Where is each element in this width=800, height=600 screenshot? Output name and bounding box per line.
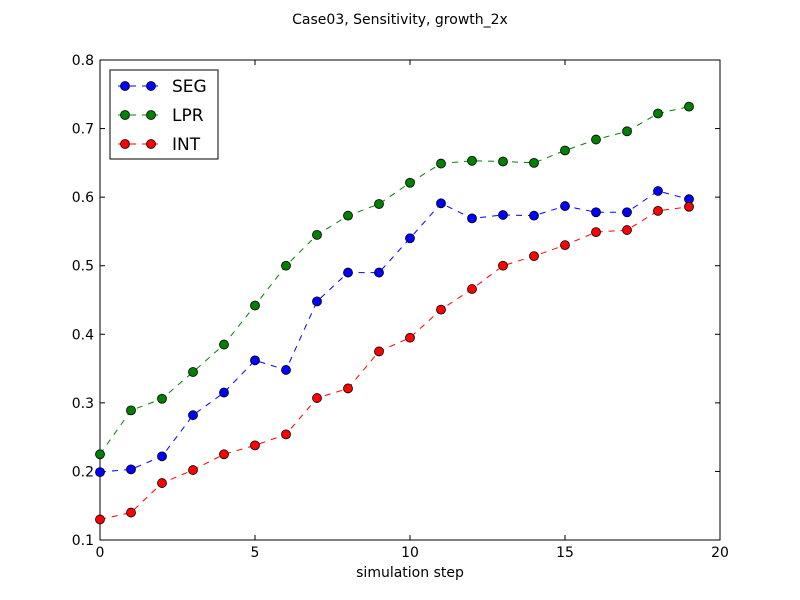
- y-tick-label: 0.1: [72, 533, 94, 549]
- legend-marker: [120, 110, 130, 120]
- data-point-seg: [560, 201, 570, 211]
- data-point-seg: [157, 451, 167, 462]
- data-point-int: [684, 201, 694, 212]
- legend-entry: INT: [118, 135, 201, 155]
- data-point-lpr: [684, 101, 694, 112]
- legend-marker: [146, 81, 156, 91]
- series-int: [95, 201, 694, 525]
- data-point-int: [560, 240, 570, 251]
- data-point-int: [622, 225, 632, 235]
- y-tick-label: 0.7: [72, 122, 94, 138]
- series-line-seg: [99, 190, 690, 473]
- y-tick-label: 0.4: [72, 327, 94, 343]
- series-seg: [95, 186, 694, 478]
- data-point-int: [467, 284, 477, 294]
- data-point-lpr: [157, 393, 167, 404]
- data-point-int: [498, 260, 508, 271]
- data-point-lpr: [95, 449, 105, 460]
- data-point-lpr: [312, 229, 322, 240]
- y-tick-label: 0.6: [72, 190, 94, 206]
- legend-label: LPR: [172, 106, 204, 126]
- axis-tick-labels: 0 5 10 15 20 0.1 0.2 0.3 0.4 0.5 0.6 0.7 0.8: [72, 53, 729, 561]
- data-point-lpr: [653, 108, 663, 119]
- data-point-int: [95, 514, 105, 525]
- data-point-int: [126, 507, 136, 518]
- data-point-seg: [498, 210, 508, 220]
- y-tick-label: 0.5: [72, 259, 94, 275]
- y-tick-label: 0.8: [72, 53, 94, 69]
- legend-entry: LPR: [118, 106, 204, 126]
- data-point-seg: [374, 267, 384, 278]
- data-point-lpr: [126, 405, 136, 416]
- data-point-lpr: [219, 339, 229, 350]
- legend-marker: [146, 110, 156, 120]
- data-point-lpr: [467, 155, 477, 166]
- y-tick-label: 0.2: [72, 464, 94, 480]
- data-point-seg: [436, 198, 446, 209]
- legend-marker: [146, 139, 156, 149]
- data-series-layer: [95, 101, 694, 525]
- x-axis-label: simulation step: [356, 565, 464, 581]
- data-point-seg: [95, 467, 105, 478]
- data-point-int: [529, 251, 539, 262]
- data-point-seg: [653, 186, 663, 196]
- legend-entries: SEG LPR INT: [118, 77, 207, 155]
- data-point-lpr: [343, 210, 353, 221]
- data-point-int: [219, 449, 229, 460]
- data-point-seg: [591, 207, 601, 218]
- data-point-lpr: [560, 145, 570, 156]
- data-point-int: [157, 478, 167, 488]
- x-tick-label: 5: [251, 545, 260, 561]
- data-point-int: [653, 205, 663, 216]
- data-point-int: [281, 429, 291, 440]
- data-point-seg: [219, 387, 229, 398]
- x-tick-label: 15: [556, 545, 574, 561]
- x-tick-label: 10: [401, 545, 419, 561]
- x-tick-label: 20: [711, 545, 729, 561]
- data-point-lpr: [405, 177, 415, 188]
- data-point-lpr: [591, 134, 601, 145]
- legend-label: SEG: [172, 77, 207, 97]
- data-point-seg: [281, 365, 291, 375]
- data-point-seg: [126, 464, 136, 475]
- legend-label: INT: [172, 135, 201, 155]
- data-point-lpr: [436, 158, 446, 169]
- legend-marker: [120, 139, 130, 149]
- data-point-lpr: [622, 126, 632, 137]
- data-point-lpr: [250, 300, 260, 311]
- data-point-seg: [343, 267, 353, 278]
- series-line-lpr: [99, 106, 690, 455]
- data-point-int: [374, 346, 384, 357]
- data-point-seg: [188, 410, 198, 421]
- data-point-int: [312, 393, 322, 403]
- data-point-seg: [467, 213, 477, 224]
- chart-title: Case03, Sensitivity, growth_2x: [292, 12, 508, 28]
- axis-ticks: [99, 59, 721, 541]
- data-point-seg: [529, 210, 539, 221]
- data-point-int: [343, 383, 353, 394]
- data-point-int: [405, 332, 415, 343]
- x-tick-label: 0: [96, 545, 105, 561]
- data-point-int: [436, 304, 446, 315]
- data-point-lpr: [281, 260, 291, 271]
- data-point-lpr: [188, 367, 198, 377]
- data-point-int: [591, 227, 601, 238]
- data-point-int: [250, 440, 260, 451]
- data-point-lpr: [529, 157, 539, 168]
- data-point-seg: [622, 207, 632, 218]
- y-tick-label: 0.3: [72, 396, 94, 412]
- data-point-lpr: [374, 199, 384, 209]
- legend: SEG LPR INT: [109, 69, 219, 160]
- series-lpr: [95, 101, 694, 460]
- data-point-seg: [405, 233, 415, 244]
- data-point-lpr: [498, 156, 508, 167]
- legend-entry: SEG: [118, 77, 207, 97]
- series-line-int: [99, 206, 690, 520]
- legend-marker: [120, 81, 130, 91]
- data-point-seg: [312, 296, 322, 307]
- data-point-seg: [250, 355, 260, 366]
- data-point-int: [188, 465, 198, 475]
